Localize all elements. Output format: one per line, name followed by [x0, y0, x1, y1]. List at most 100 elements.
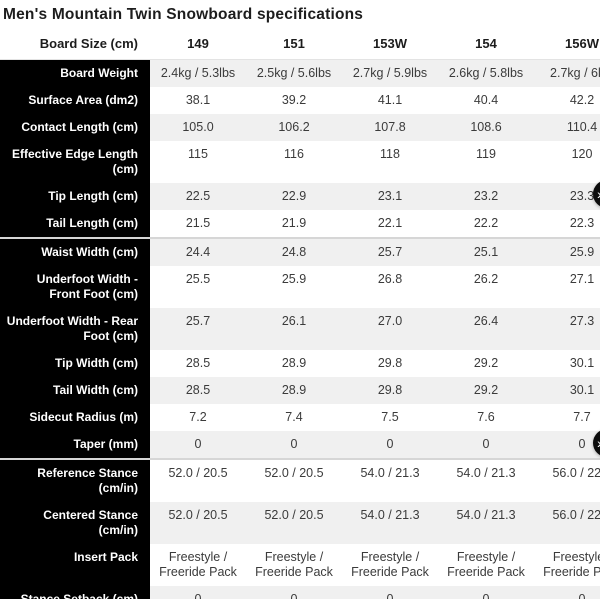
spec-value: 27.3	[534, 308, 600, 351]
row-label: Tail Width (cm)	[0, 377, 150, 405]
scroll-next-button[interactable]: ›	[593, 429, 600, 457]
spec-value: 29.2	[438, 350, 534, 378]
spec-value: 28.5	[150, 350, 246, 378]
spec-value: 56.0 / 22.0	[534, 458, 600, 503]
spec-value: 42.2	[534, 87, 600, 115]
spec-value: 119	[438, 141, 534, 184]
row-label: Tip Width (cm)	[0, 350, 150, 378]
spec-value: 106.2	[246, 114, 342, 142]
spec-row-taper: Taper (mm) 0 0 0 0 0	[0, 431, 600, 460]
row-label: Contact Length (cm)	[0, 114, 150, 142]
row-label: Tip Length (cm)	[0, 183, 150, 211]
spec-value: 56.0 / 22.0	[534, 502, 600, 545]
spec-value: 28.9	[246, 377, 342, 405]
spec-value: 29.2	[438, 377, 534, 405]
spec-value: 116	[246, 141, 342, 184]
spec-value: 7.7	[534, 404, 600, 432]
row-label: Underfoot Width - Rear Foot (cm)	[0, 308, 150, 351]
spec-value: 25.1	[438, 237, 534, 267]
spec-value: 7.4	[246, 404, 342, 432]
spec-value: 0	[534, 586, 600, 599]
spec-value: 29.8	[342, 377, 438, 405]
spec-value: 26.2	[438, 266, 534, 309]
spec-value: 26.4	[438, 308, 534, 351]
spec-row-reference-stance: Reference Stance (cm/in) 52.0 / 20.5 52.…	[0, 458, 600, 503]
column-header-size: 149	[150, 29, 246, 61]
spec-value: 27.1	[534, 266, 600, 309]
spec-value: 108.6	[438, 114, 534, 142]
spec-value: 29.8	[342, 350, 438, 378]
spec-value: 0	[150, 431, 246, 460]
scroll-next-button[interactable]: ›	[593, 180, 600, 208]
spec-value: 0	[246, 431, 342, 460]
row-label: Insert Pack	[0, 544, 150, 587]
column-header-size: 154	[438, 29, 534, 61]
spec-row-waist-width: Waist Width (cm) 24.4 24.8 25.7 25.1 25.…	[0, 237, 600, 267]
spec-row-tip-width: Tip Width (cm) 28.5 28.9 29.8 29.2 30.1	[0, 350, 600, 378]
row-label: Surface Area (dm2)	[0, 87, 150, 115]
spec-value: 26.1	[246, 308, 342, 351]
spec-value: 0	[534, 431, 600, 460]
spec-value: 22.5	[150, 183, 246, 211]
column-header-size: 153W	[342, 29, 438, 61]
spec-value: 54.0 / 21.3	[438, 502, 534, 545]
spec-value: 25.7	[342, 237, 438, 267]
column-header-size: 151	[246, 29, 342, 61]
spec-value: 7.6	[438, 404, 534, 432]
spec-value: 2.5kg / 5.6lbs	[246, 59, 342, 88]
spec-value: 23.3	[534, 183, 600, 211]
spec-value: 115	[150, 141, 246, 184]
spec-value: 2.6kg / 5.8lbs	[438, 59, 534, 88]
specifications-table: Board Size (cm) 149 151 153W 154 156W Bo…	[0, 29, 600, 599]
spec-value: 22.2	[438, 210, 534, 239]
row-label: Reference Stance (cm/in)	[0, 458, 150, 503]
row-label: Waist Width (cm)	[0, 237, 150, 267]
spec-value: 110.4	[534, 114, 600, 142]
spec-value: 26.8	[342, 266, 438, 309]
spec-value: 39.2	[246, 87, 342, 115]
spec-value: 7.5	[342, 404, 438, 432]
spec-value: 38.1	[150, 87, 246, 115]
spec-value: 24.4	[150, 237, 246, 267]
page-title: Men's Mountain Twin Snowboard specificat…	[3, 6, 364, 23]
spec-value: 40.4	[438, 87, 534, 115]
spec-value: 22.1	[342, 210, 438, 239]
spec-value: 52.0 / 20.5	[246, 458, 342, 503]
spec-value: 105.0	[150, 114, 246, 142]
spec-value: 0	[342, 431, 438, 460]
spec-value: 2.4kg / 5.3lbs	[150, 59, 246, 88]
row-label: Centered Stance (cm/in)	[0, 502, 150, 545]
spec-value: 0	[150, 586, 246, 599]
board-size-header-row: Board Size (cm) 149 151 153W 154 156W	[0, 29, 600, 61]
spec-row-tail-length: Tail Length (cm) 21.5 21.9 22.1 22.2 22.…	[0, 210, 600, 239]
row-label: Tail Length (cm)	[0, 210, 150, 239]
spec-value: 30.1	[534, 350, 600, 378]
spec-value: 25.9	[534, 237, 600, 267]
spec-value: 27.0	[342, 308, 438, 351]
spec-value: 0	[438, 431, 534, 460]
spec-row-sidecut-radius: Sidecut Radius (m) 7.2 7.4 7.5 7.6 7.7	[0, 404, 600, 432]
spec-value: 0	[342, 586, 438, 599]
row-label: Board Weight	[0, 59, 150, 88]
spec-value: 54.0 / 21.3	[438, 458, 534, 503]
spec-row-tip-length: Tip Length (cm) 22.5 22.9 23.1 23.2 23.3	[0, 183, 600, 211]
spec-value: Freestyle / Freeride Pack	[246, 544, 342, 587]
spec-row-insert-pack: Insert Pack Freestyle / Freeride Pack Fr…	[0, 544, 600, 587]
spec-value: 28.9	[246, 350, 342, 378]
spec-value: 52.0 / 20.5	[150, 458, 246, 503]
chevron-right-icon: ›	[597, 435, 600, 451]
spec-value: 54.0 / 21.3	[342, 458, 438, 503]
spec-row-tail-width: Tail Width (cm) 28.5 28.9 29.8 29.2 30.1	[0, 377, 600, 405]
spec-value: 30.1	[534, 377, 600, 405]
spec-value: Freestyle / Freeride Pack	[150, 544, 246, 587]
spec-value: Freestyle / Freeride Pack	[534, 544, 600, 587]
spec-value: 25.9	[246, 266, 342, 309]
spec-row-effective-edge-length: Effective Edge Length (cm) 115 116 118 1…	[0, 141, 600, 184]
spec-value: 52.0 / 20.5	[246, 502, 342, 545]
spec-value: 22.9	[246, 183, 342, 211]
spec-value: 25.7	[150, 308, 246, 351]
row-label: Effective Edge Length (cm)	[0, 141, 150, 184]
column-header-size: 156W	[534, 29, 600, 61]
spec-value: 21.5	[150, 210, 246, 239]
row-label: Stance Setback (cm)	[0, 586, 150, 599]
